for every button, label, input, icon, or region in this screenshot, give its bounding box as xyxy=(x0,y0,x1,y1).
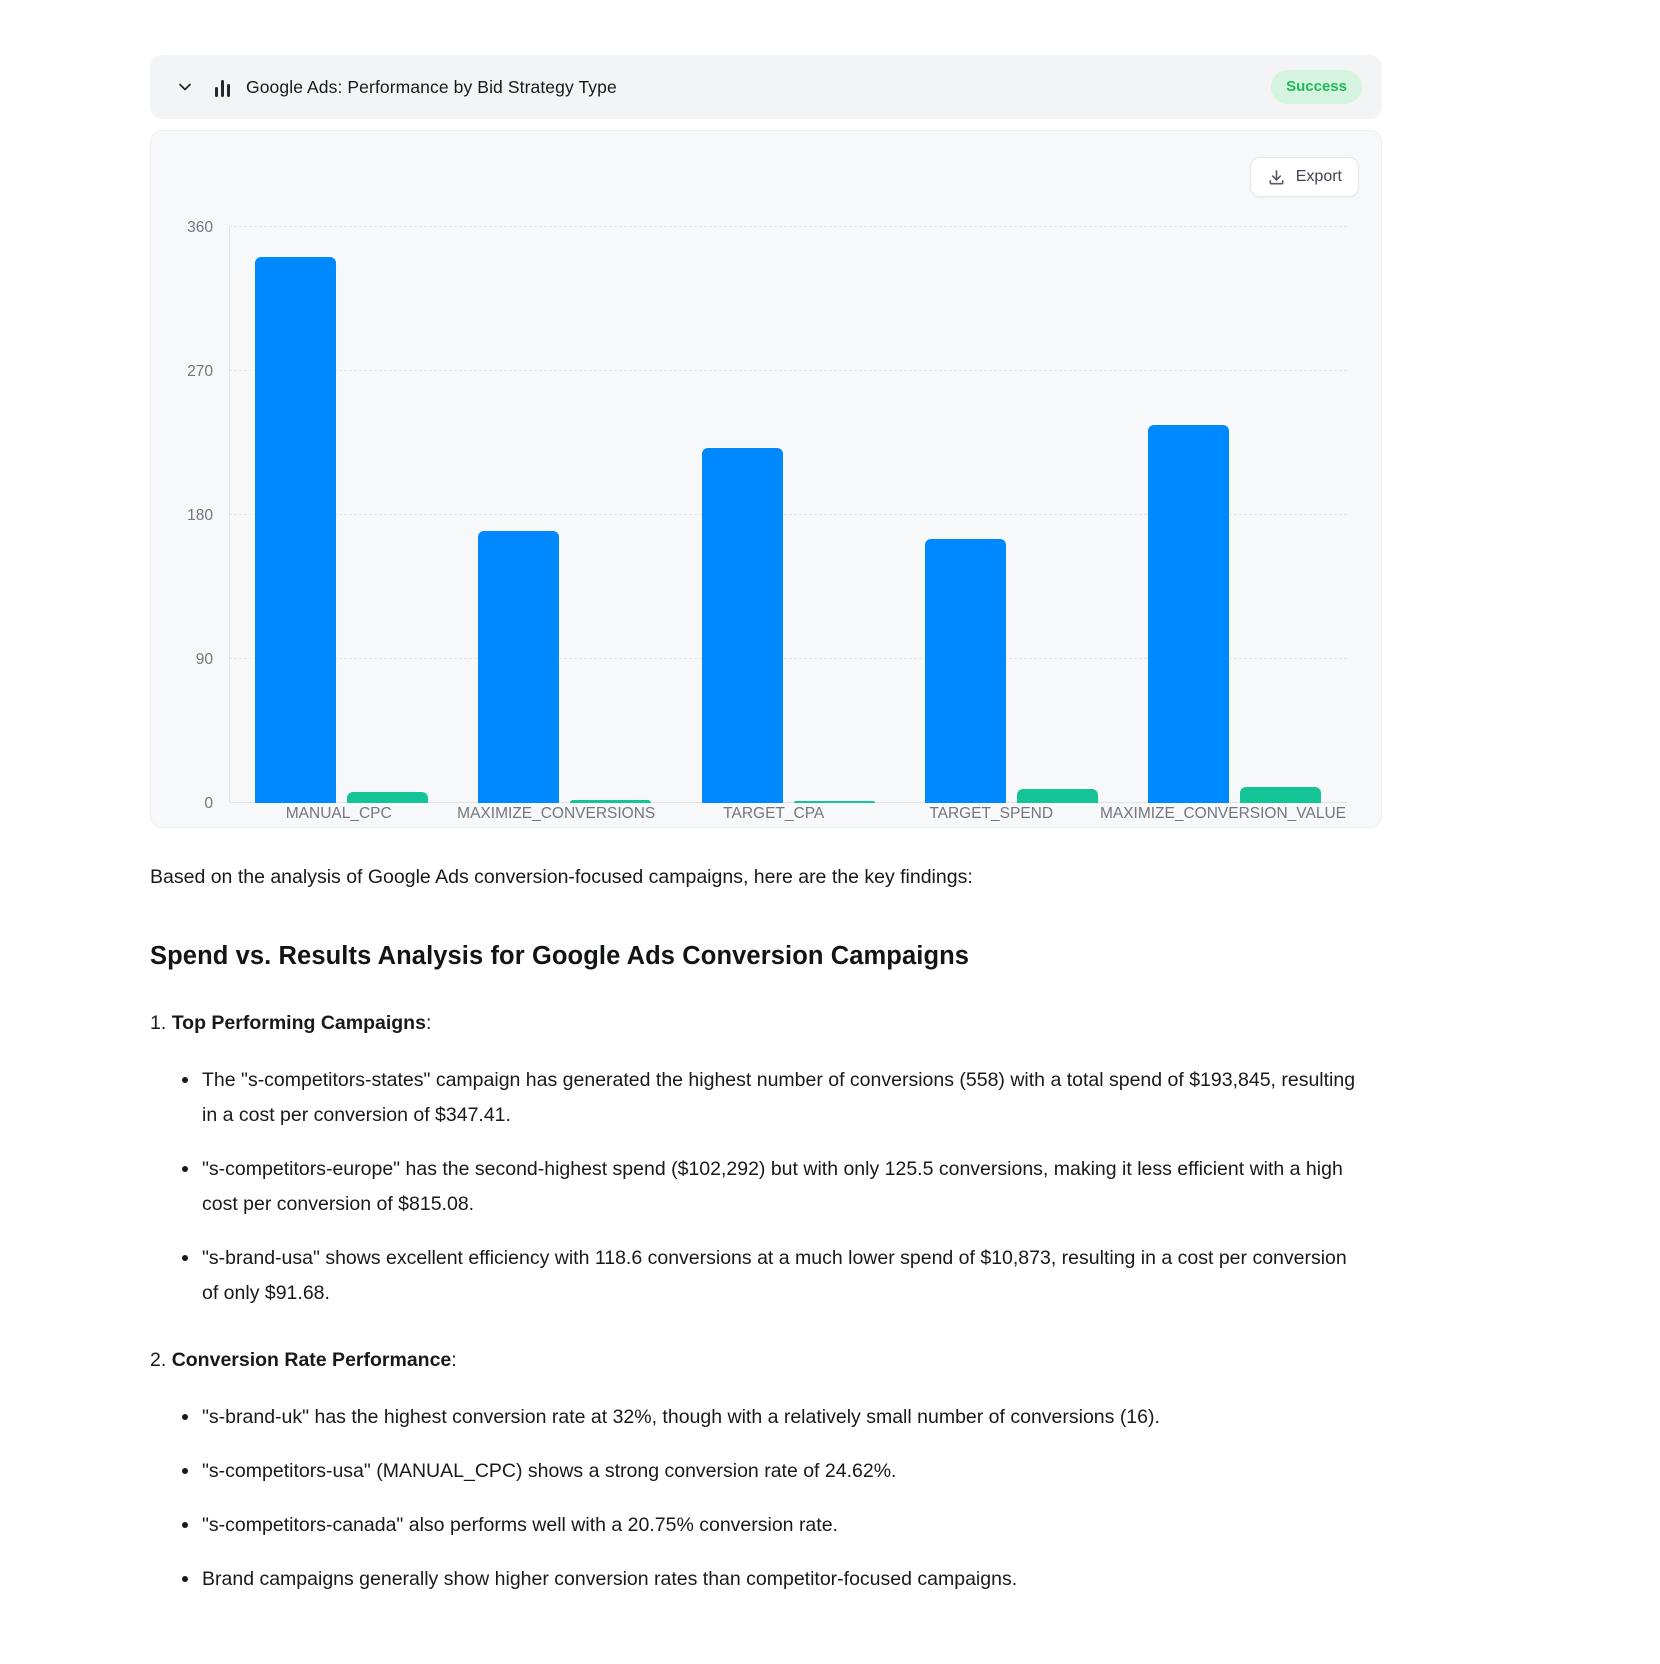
bar-chart-icon xyxy=(212,77,232,97)
bars-row xyxy=(230,227,1346,803)
analysis-heading: Spend vs. Results Analysis for Google Ad… xyxy=(150,942,970,970)
chevron-down-icon[interactable] xyxy=(176,78,194,96)
bar-blue-MANUAL_CPC[interactable] xyxy=(255,257,337,803)
section-suffix: : xyxy=(425,1012,432,1034)
export-label: Export xyxy=(1295,168,1342,185)
section-title: Conversion Rate Performance xyxy=(171,1349,452,1371)
bar-group-MAXIMIZE_CONVERSION_VALUE xyxy=(1123,227,1346,803)
section-header-2: 2. Conversion Rate Performance: xyxy=(150,1343,1382,1378)
bar-group-TARGET_CPA xyxy=(676,227,899,803)
gridline-270 xyxy=(229,370,1347,371)
bar-group-MAXIMIZE_CONVERSIONS xyxy=(453,227,676,803)
section-number: 2. xyxy=(150,1349,172,1371)
x-label-MAXIMIZE_CONVERSION_VALUE: MAXIMIZE_CONVERSION_VALUE xyxy=(1099,805,1346,822)
export-button[interactable]: Export xyxy=(1249,157,1359,197)
section-bullets-2: "s-brand-uk" has the highest conversion … xyxy=(180,1400,1382,1597)
gridline-90 xyxy=(229,658,1347,659)
section-title: Top Performing Campaigns xyxy=(171,1012,426,1034)
bullet-item: "s-competitors-canada" also performs wel… xyxy=(180,1508,1360,1543)
x-label-TARGET_CPA: TARGET_CPA xyxy=(723,805,825,822)
y-axis-line xyxy=(229,227,230,803)
plot-area: 0 90 180 270 360 MANUAL_CPC MAXIMIZE_CONVERSIO… xyxy=(151,131,1381,827)
bar-blue-TARGET_SPEND[interactable] xyxy=(924,539,1006,803)
x-label-TARGET_SPEND: TARGET_SPEND xyxy=(929,805,1054,822)
bar-blue-TARGET_CPA[interactable] xyxy=(701,447,783,803)
bar-green-TARGET_SPEND[interactable] xyxy=(1016,788,1098,803)
bullet-item: "s-brand-uk" has the highest conversion … xyxy=(180,1400,1360,1435)
bar-group-MANUAL_CPC xyxy=(230,227,453,803)
bullet-item: "s-brand-usa" shows excellent efficiency… xyxy=(180,1241,1360,1311)
chart-card: 0 90 180 270 360 MANUAL_CPC MAXIMIZE_CONVERSIO… xyxy=(150,130,1382,828)
section-header-1: 1. Top Performing Campaigns: xyxy=(150,1006,1382,1041)
x-label-MANUAL_CPC: MANUAL_CPC xyxy=(285,805,392,822)
section-number: 1. xyxy=(150,1012,172,1034)
y-tick-label-90: 90 xyxy=(195,651,213,668)
y-tick-label-0: 0 xyxy=(204,795,213,812)
bullet-item: "s-competitors-europe" has the second-hi… xyxy=(180,1152,1360,1222)
y-tick-label-270: 270 xyxy=(187,363,213,380)
bar-green-MANUAL_CPC[interactable] xyxy=(347,791,429,803)
bar-blue-MAXIMIZE_CONVERSION_VALUE[interactable] xyxy=(1147,425,1229,803)
gridline-180 xyxy=(229,514,1347,515)
status-badge: Success xyxy=(1271,70,1362,104)
x-label-MAXIMIZE_CONVERSIONS: MAXIMIZE_CONVERSIONS xyxy=(457,805,656,822)
gridline-360 xyxy=(229,226,1347,227)
y-tick-label-180: 180 xyxy=(187,507,213,524)
analysis-text: Based on the analysis of Google Ads conv… xyxy=(150,860,1382,1597)
x-labels-row: MANUAL_CPC MAXIMIZE_CONVERSIONS TARGET_CPA… xyxy=(230,805,1346,825)
bullet-item: "s-competitors-usa" (MANUAL_CPC) shows a… xyxy=(180,1454,1360,1489)
section-suffix: : xyxy=(451,1349,457,1371)
bar-green-TARGET_CPA[interactable] xyxy=(793,800,875,803)
bar-group-TARGET_SPEND xyxy=(900,227,1123,803)
bullet-item: The "s-competitors-states" campaign has … xyxy=(180,1063,1360,1133)
tool-result-header: Google Ads: Performance by Bid Strategy … xyxy=(150,55,1382,119)
bar-green-MAXIMIZE_CONVERSIONS[interactable] xyxy=(570,799,652,803)
analysis-sections: 1. Top Performing Campaigns: The "s-compe… xyxy=(150,1006,1382,1597)
x-axis-line xyxy=(229,802,1347,803)
bullet-item: Brand campaigns generally show higher co… xyxy=(180,1562,1360,1597)
bar-blue-MAXIMIZE_CONVERSIONS[interactable] xyxy=(478,531,560,803)
download-icon xyxy=(1267,168,1286,187)
analysis-intro: Based on the analysis of Google Ads conv… xyxy=(150,866,973,888)
tool-title: Google Ads: Performance by Bid Strategy … xyxy=(246,76,617,97)
section-bullets-1: The "s-competitors-states" campaign has … xyxy=(180,1063,1382,1311)
y-tick-label-360: 360 xyxy=(187,219,213,236)
bar-green-MAXIMIZE_CONVERSION_VALUE[interactable] xyxy=(1239,787,1321,803)
